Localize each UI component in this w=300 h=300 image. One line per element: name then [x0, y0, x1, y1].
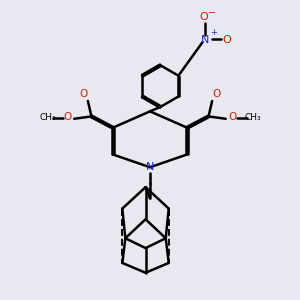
- Text: N: N: [146, 162, 154, 172]
- Text: O: O: [228, 112, 236, 122]
- Text: −: −: [208, 8, 217, 18]
- Text: O: O: [222, 35, 231, 45]
- Text: O: O: [79, 89, 88, 99]
- Text: +: +: [210, 28, 217, 37]
- Text: CH₃: CH₃: [244, 113, 261, 122]
- Text: N: N: [201, 35, 209, 45]
- Text: CH₃: CH₃: [39, 113, 56, 122]
- Text: O: O: [64, 112, 72, 122]
- Text: O: O: [212, 89, 221, 99]
- Text: O: O: [199, 12, 208, 22]
